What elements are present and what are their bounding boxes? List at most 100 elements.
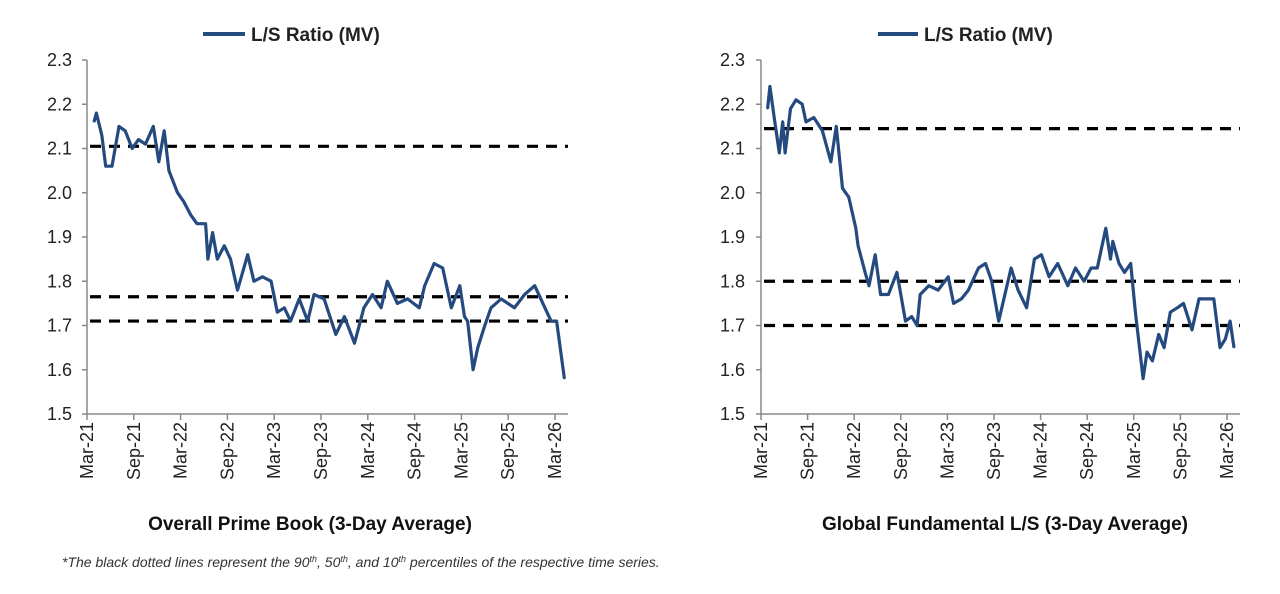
data-point — [904, 320, 907, 322]
footnote-text: percentiles of the respective time serie… — [406, 554, 660, 570]
series-line-ls-ratio — [766, 84, 1236, 381]
data-point — [1025, 307, 1028, 309]
data-point — [163, 130, 165, 132]
data-point — [1169, 311, 1172, 314]
data-point — [550, 320, 552, 322]
y-tick-label: 2.3 — [47, 50, 72, 70]
data-point — [1146, 351, 1148, 353]
data-point — [1105, 227, 1107, 229]
legend-label: L/S Ratio (MV) — [251, 25, 380, 46]
x-tick-label: Sep-24 — [1077, 422, 1097, 480]
x-tick-label: Sep-23 — [311, 422, 331, 480]
data-point — [1142, 377, 1144, 380]
data-point — [848, 196, 850, 198]
data-point — [441, 267, 444, 269]
data-point — [223, 245, 226, 247]
data-point — [353, 342, 356, 345]
data-point — [821, 130, 824, 132]
x-tick-label: Sep-21 — [798, 422, 818, 480]
data-point — [450, 307, 453, 309]
data-point — [253, 280, 255, 283]
data-point — [766, 107, 769, 110]
data-point — [423, 284, 426, 287]
y-tick-label: 2.2 — [47, 94, 72, 114]
data-point — [463, 315, 466, 318]
data-point — [323, 298, 325, 300]
x-tick-label: Mar-21 — [751, 422, 771, 479]
data-point — [916, 324, 918, 327]
data-point — [830, 161, 832, 163]
data-point — [990, 280, 993, 283]
data-point — [801, 103, 803, 105]
footnote-sup: th — [340, 554, 348, 564]
x-axis-title: Global Fundamental L/S (3-Day Average) — [822, 514, 1188, 535]
data-point — [1206, 298, 1208, 300]
data-point — [118, 125, 120, 128]
data-point — [1224, 338, 1227, 340]
footnote-sup: th — [399, 554, 407, 564]
data-point — [896, 271, 898, 274]
footnote-sup: th — [310, 554, 318, 564]
data-point — [919, 293, 921, 296]
data-point — [773, 116, 775, 119]
x-tick-label: Sep-25 — [498, 422, 518, 480]
data-point — [93, 121, 95, 123]
data-point — [306, 320, 309, 322]
y-tick-label: 1.9 — [47, 227, 72, 247]
data-point — [1198, 298, 1200, 300]
data-point — [563, 377, 566, 380]
data-point — [176, 191, 179, 194]
x-tick-label: Mar-25 — [451, 422, 471, 479]
y-tick-label: 1.8 — [720, 271, 745, 291]
x-tick-label: Sep-24 — [405, 422, 425, 480]
y-tick-label: 2.1 — [720, 139, 745, 159]
x-tick-label: Mar-24 — [1031, 422, 1051, 479]
data-point — [855, 227, 857, 229]
data-point — [1004, 293, 1006, 296]
data-point — [207, 258, 209, 260]
data-point — [472, 368, 474, 371]
data-point — [396, 302, 399, 305]
x-tick-label: Mar-23 — [264, 422, 284, 479]
data-point — [1048, 276, 1050, 278]
data-point — [544, 307, 546, 309]
data-point — [1219, 346, 1221, 349]
data-point — [868, 284, 870, 287]
y-tick-label: 1.5 — [720, 404, 745, 424]
data-point — [1213, 298, 1215, 300]
data-point — [1074, 267, 1077, 269]
footnote: *The black dotted lines represent the 90… — [62, 554, 660, 570]
data-point — [1123, 271, 1126, 274]
data-point — [144, 143, 147, 145]
data-point — [189, 214, 192, 216]
data-point — [1134, 311, 1137, 314]
data-point — [533, 284, 536, 287]
data-point — [1233, 346, 1235, 349]
data-point — [967, 289, 970, 291]
footnote-text: *The black dotted lines represent the 90 — [62, 554, 310, 570]
data-point — [1040, 253, 1043, 256]
data-point — [335, 333, 337, 336]
data-point — [879, 293, 882, 296]
data-point — [124, 130, 126, 132]
data-point — [1067, 284, 1069, 287]
data-point — [1118, 262, 1120, 265]
x-tick-label: Mar-26 — [545, 422, 565, 479]
data-point — [769, 85, 771, 88]
data-point — [283, 307, 286, 309]
data-point — [513, 307, 516, 309]
data-point — [977, 267, 980, 269]
data-point — [276, 311, 279, 314]
data-point — [1056, 262, 1059, 265]
data-point — [196, 222, 198, 225]
data-point — [1229, 320, 1231, 322]
y-tick-label: 1.5 — [47, 404, 72, 424]
data-point — [997, 320, 1000, 322]
data-point — [236, 289, 239, 291]
x-tick-label: Mar-22 — [844, 422, 864, 479]
data-point — [459, 284, 461, 287]
data-point — [1090, 267, 1092, 269]
data-point — [137, 138, 140, 141]
x-tick-label: Mar-26 — [1217, 422, 1237, 479]
legend-label: L/S Ratio (MV) — [924, 25, 1053, 46]
